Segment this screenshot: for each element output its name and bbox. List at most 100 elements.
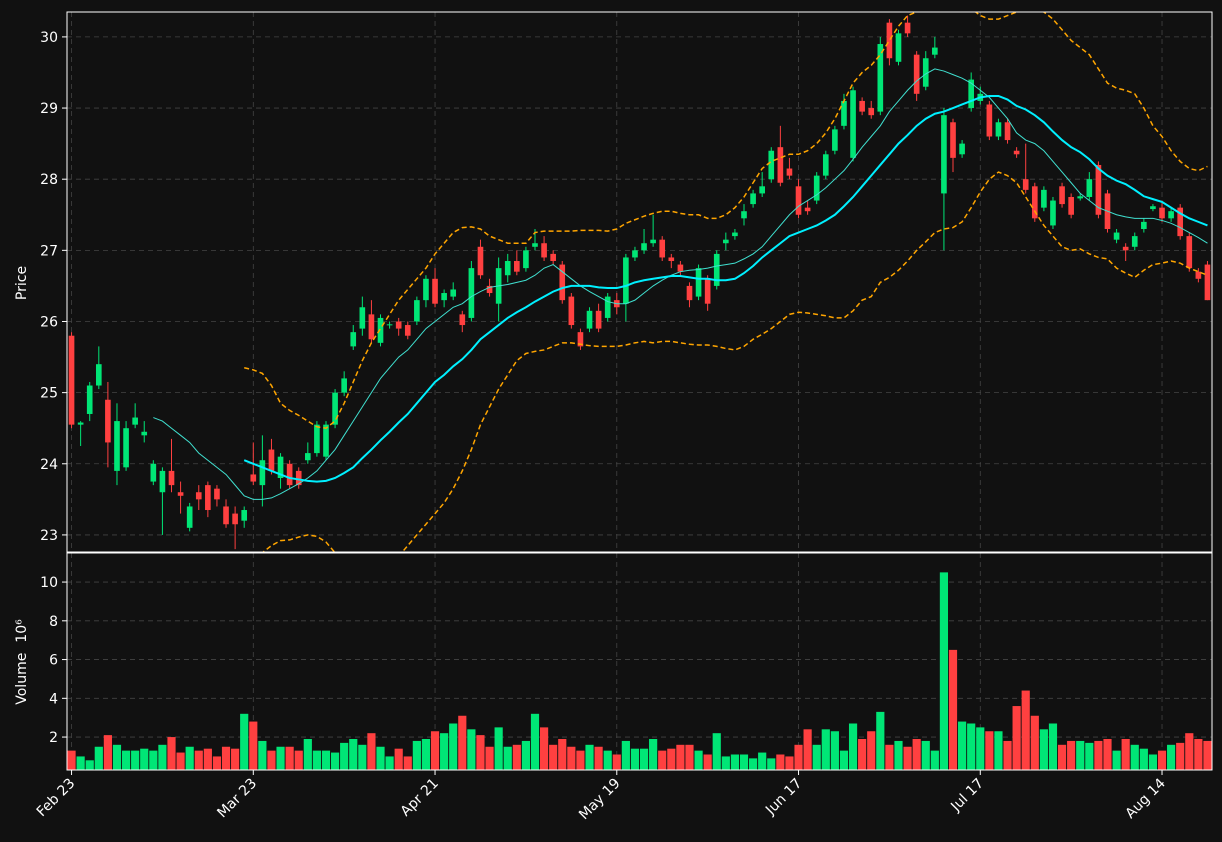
volume-axis-label: Volume 10⁶ bbox=[14, 619, 30, 705]
volume-bar bbox=[967, 723, 976, 770]
volume-bar bbox=[730, 754, 740, 770]
volume-bar bbox=[758, 752, 767, 770]
volume-bar bbox=[612, 754, 621, 770]
volume-bar bbox=[885, 744, 894, 770]
candle-body bbox=[777, 147, 784, 183]
volume-bar bbox=[794, 744, 803, 770]
volume-bar bbox=[649, 739, 658, 770]
y-tick-label: 25 bbox=[40, 386, 58, 402]
candle-body bbox=[686, 285, 693, 301]
candle-body bbox=[1022, 179, 1029, 190]
candle-body bbox=[286, 463, 293, 486]
volume-bar bbox=[930, 750, 939, 770]
y-tick-label: 27 bbox=[40, 243, 58, 259]
volume-bar bbox=[340, 742, 349, 770]
volume-bar bbox=[658, 750, 667, 770]
volume-bar bbox=[1157, 750, 1167, 770]
candle-body bbox=[1177, 207, 1184, 237]
price-axis-label: Price bbox=[14, 266, 30, 300]
candle-body bbox=[732, 232, 738, 237]
volume-bar bbox=[594, 746, 603, 770]
candle-body bbox=[704, 278, 711, 304]
candle-body bbox=[332, 392, 338, 425]
volume-bar bbox=[876, 711, 885, 770]
volume-bar bbox=[985, 731, 994, 770]
volume-bar bbox=[76, 756, 85, 770]
candle-body bbox=[804, 207, 811, 212]
candle-body bbox=[477, 246, 484, 276]
volume-bar bbox=[376, 746, 385, 770]
volume-bar bbox=[349, 739, 358, 770]
candle-body bbox=[214, 488, 220, 500]
candle-body bbox=[432, 278, 438, 304]
volume-bar bbox=[103, 735, 112, 770]
volume-bar bbox=[1176, 742, 1185, 770]
candle-body bbox=[568, 296, 575, 326]
candle-body bbox=[1204, 264, 1211, 301]
y-tick-label: 6 bbox=[49, 653, 58, 669]
candle-body bbox=[468, 268, 475, 318]
candle-body bbox=[95, 364, 102, 386]
candle-body bbox=[695, 268, 702, 297]
volume-bar bbox=[85, 760, 94, 770]
volume-bar bbox=[367, 733, 376, 770]
candle-body bbox=[486, 285, 493, 294]
candle-body bbox=[377, 317, 384, 343]
volume-bar bbox=[67, 750, 76, 770]
volume-bar bbox=[1094, 740, 1103, 770]
candle-body bbox=[577, 332, 584, 347]
y-tick-label: 2 bbox=[49, 730, 58, 746]
candle-body bbox=[423, 278, 429, 301]
candle-body bbox=[822, 154, 829, 176]
volume-bar bbox=[194, 750, 203, 770]
volume-bar bbox=[858, 739, 867, 770]
candle-body bbox=[641, 243, 647, 251]
candle-body bbox=[832, 129, 838, 151]
volume-bar bbox=[694, 750, 703, 770]
candle-body bbox=[141, 431, 148, 436]
volume-bar bbox=[512, 744, 521, 770]
candle-body bbox=[368, 314, 375, 340]
volume-bar bbox=[285, 746, 294, 770]
volume-bar bbox=[994, 731, 1003, 770]
candle-body bbox=[550, 253, 556, 262]
candle-body bbox=[941, 115, 947, 194]
volume-bar bbox=[749, 758, 758, 770]
volume-bar bbox=[385, 756, 394, 770]
candle-body bbox=[586, 310, 593, 329]
volume-bar bbox=[258, 740, 267, 770]
volume-bar bbox=[785, 756, 794, 770]
candle-body bbox=[277, 456, 284, 479]
volume-bar bbox=[776, 754, 785, 770]
y-tick-label: 24 bbox=[40, 457, 58, 473]
candle-body bbox=[414, 300, 420, 322]
candle-body bbox=[650, 239, 656, 244]
candle-body bbox=[950, 122, 956, 158]
volume-bar bbox=[458, 715, 467, 770]
volume-bar bbox=[630, 748, 640, 770]
volume-bar bbox=[294, 750, 303, 770]
volume-bar bbox=[1021, 690, 1030, 770]
candle-body bbox=[541, 243, 547, 258]
candle-body bbox=[1195, 271, 1202, 279]
volume-bar bbox=[894, 740, 903, 770]
volume-bar bbox=[231, 748, 240, 770]
candle-body bbox=[132, 417, 138, 425]
candle-body bbox=[841, 100, 847, 126]
candle-body bbox=[123, 428, 129, 468]
volume-bar bbox=[430, 731, 440, 770]
volume-bar bbox=[1130, 744, 1139, 770]
line-series bbox=[262, 171, 1208, 552]
volume-bar bbox=[867, 731, 876, 770]
candle-body bbox=[1186, 236, 1193, 269]
y-tick-label: 10 bbox=[40, 575, 58, 591]
volume-bar bbox=[712, 733, 721, 770]
volume-bar bbox=[1148, 754, 1158, 770]
candle-body bbox=[850, 90, 856, 158]
volume-bar bbox=[676, 744, 685, 770]
volume-bar bbox=[1185, 733, 1194, 770]
candle-body bbox=[1122, 246, 1129, 251]
candle-body bbox=[1086, 179, 1093, 197]
